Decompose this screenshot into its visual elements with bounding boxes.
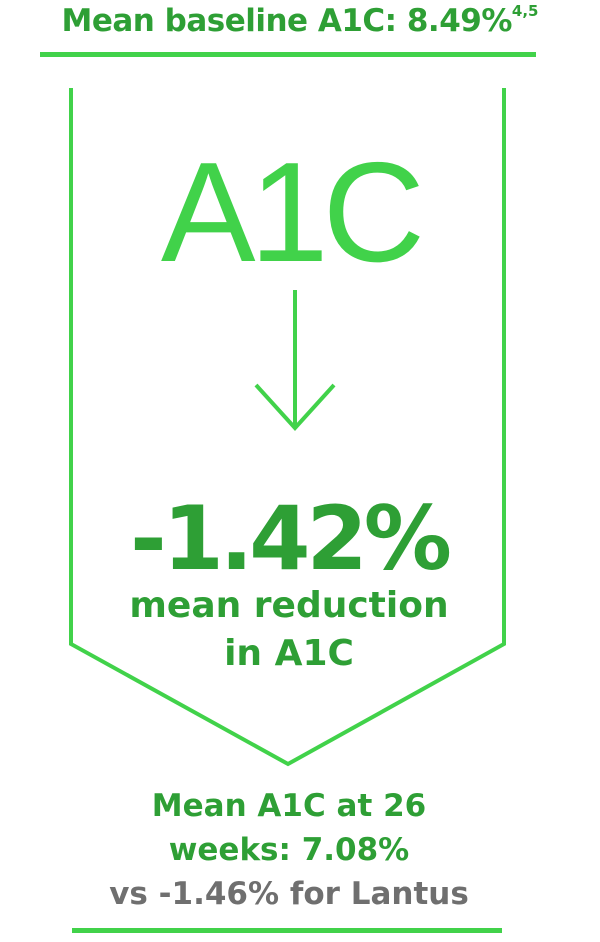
- reduction-caption-line1: mean reduction: [129, 585, 449, 626]
- result-line2: weeks: 7.08%: [168, 832, 410, 868]
- bottom-divider: [72, 928, 502, 933]
- arrow-down-icon: [254, 290, 336, 431]
- a1c-title: A1C: [160, 133, 425, 292]
- comparison-line: vs -1.46% for Lantus: [109, 876, 469, 912]
- reduction-value: -1.42%: [130, 487, 452, 590]
- baseline-footnote-ref: 4,5: [511, 2, 539, 20]
- top-divider: [40, 52, 536, 57]
- reduction-caption-line2: in A1C: [224, 633, 354, 674]
- result-summary: Mean A1C at 26 weeks: 7.08% vs -1.46% fo…: [0, 784, 578, 916]
- reduction-caption: mean reduction in A1C: [0, 582, 578, 678]
- baseline-text: Mean baseline A1C: 8.49%: [61, 3, 512, 39]
- result-line1: Mean A1C at 26: [151, 788, 427, 824]
- shield-outline-path: [69, 88, 506, 767]
- baseline-heading: Mean baseline A1C: 8.49%4,5: [0, 2, 600, 39]
